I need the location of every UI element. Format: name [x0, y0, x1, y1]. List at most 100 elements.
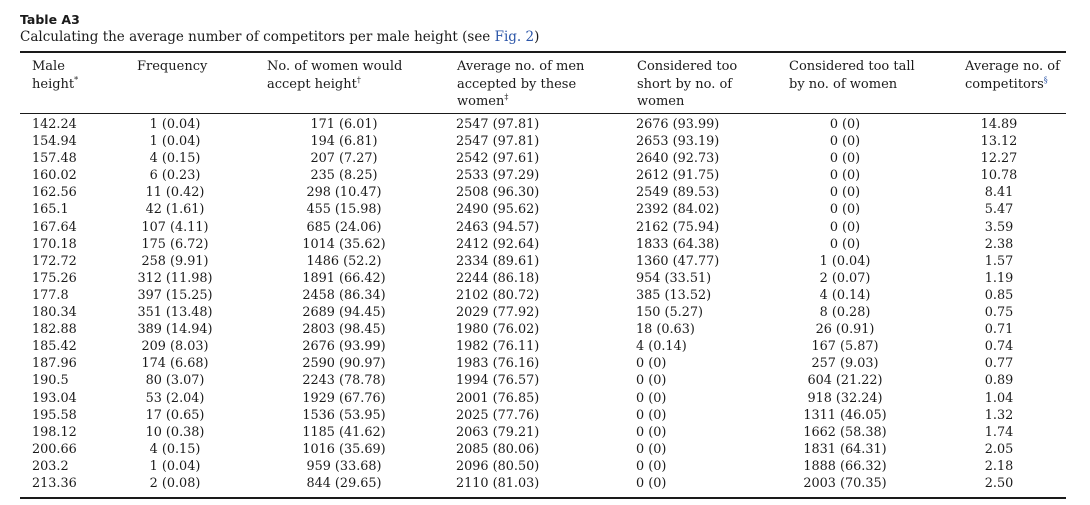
- table-cell: 1982 (76.11): [456, 339, 540, 355]
- table-cell: 107 (4.11): [141, 219, 209, 235]
- table-cell: 194 (6.81): [310, 134, 378, 150]
- table-label: Table A3: [20, 12, 80, 27]
- table-cell: 397 (15.25): [137, 287, 213, 303]
- table-cell: 170.18: [32, 236, 77, 252]
- table-cell: 2508 (96.30): [456, 185, 540, 201]
- table-cell: 42 (1.61): [145, 202, 205, 218]
- table-cell: 2102 (80.72): [456, 287, 540, 303]
- header-male-height: Male height*: [32, 59, 79, 92]
- table-cell: 177.8: [32, 287, 69, 303]
- table-row: 157.48 4 (0.15) 207 (7.27) 2542 (97.61) 2640…: [20, 150, 1066, 167]
- table-cell: 4 (0.14): [636, 339, 687, 355]
- figure-link[interactable]: Fig. 2: [494, 29, 535, 45]
- table-cell: 0 (0): [829, 219, 861, 235]
- table-cell: 2640 (92.73): [636, 151, 720, 167]
- table-cell: 203.2: [32, 458, 69, 474]
- table-cell: 3.59: [984, 219, 1014, 235]
- table-cell: 1891 (66.42): [302, 270, 386, 286]
- table-cell: 1833 (64.38): [636, 236, 720, 252]
- table-cell: 1311 (46.05): [803, 407, 887, 423]
- top-rule: [20, 51, 1066, 53]
- table-cell: 8 (0.28): [819, 305, 871, 321]
- table-cell: 167.64: [32, 219, 77, 235]
- table-cell: 0.75: [984, 305, 1014, 321]
- table-cell: 11 (0.42): [145, 185, 205, 201]
- table-cell: 2676 (93.99): [636, 117, 720, 132]
- table-cell: 4 (0.15): [149, 441, 201, 457]
- table-cell: 198.12: [32, 424, 77, 440]
- table-cell: 2.38: [984, 236, 1014, 252]
- table-cell: 258 (9.91): [141, 253, 209, 269]
- table-cell: 195.58: [32, 407, 77, 423]
- table-cell: 2392 (84.02): [636, 202, 720, 218]
- table-cell: 1.04: [984, 390, 1014, 406]
- table-cell: 0.85: [984, 287, 1014, 303]
- table-row: 198.12 10 (0.38) 1185 (41.62) 2063 (79.21) 0…: [20, 424, 1066, 441]
- header-avg-men-accepted: Average no. of men accepted by these wom…: [457, 59, 585, 109]
- table-cell: 4 (0.15): [149, 151, 201, 167]
- table-cell: 53 (2.04): [145, 390, 205, 406]
- table-cell: 2334 (89.61): [456, 253, 540, 269]
- table-row: 162.56 11 (0.42) 298 (10.47) 2508 (96.30) 25…: [20, 184, 1066, 201]
- table-cell: 0 (0): [636, 424, 667, 440]
- table-cell: 10.78: [980, 168, 1018, 184]
- table-cell: 12.27: [980, 151, 1018, 167]
- table-cell: 167 (5.87): [811, 339, 879, 355]
- table-cell: 2803 (98.45): [302, 322, 386, 338]
- table-cell: 2029 (77.92): [456, 305, 540, 321]
- table-cell: 162.56: [32, 185, 77, 201]
- table-row: 190.5 80 (3.07) 2243 (78.78) 1994 (76.57) 0 …: [20, 372, 1066, 389]
- table-cell: 1980 (76.02): [456, 322, 540, 338]
- table-cell: 1983 (76.16): [456, 356, 540, 372]
- table-cell: 200.66: [32, 441, 77, 457]
- table-cell: 1486 (52.2): [306, 253, 382, 269]
- table-row: 180.34 351 (13.48) 2689 (94.45) 2029 (77.92…: [20, 304, 1066, 321]
- table-cell: 1 (0.04): [149, 134, 201, 150]
- table-row: 175.26 312 (11.98) 1891 (66.42) 2244 (86.18…: [20, 270, 1066, 287]
- table-cell: 2.18: [984, 458, 1014, 474]
- table-cell: 2533 (97.29): [456, 168, 540, 184]
- table-cell: 2 (0.08): [149, 475, 201, 491]
- table-cell: 2162 (75.94): [636, 219, 720, 235]
- table-cell: 1014 (35.62): [302, 236, 386, 252]
- table-cell: 2.50: [984, 475, 1014, 491]
- table-cell: 685 (24.06): [306, 219, 382, 235]
- table-cell: 2063 (79.21): [456, 424, 540, 440]
- table-cell: 1 (0.04): [819, 253, 871, 269]
- table-row: 177.8 397 (15.25) 2458 (86.34) 2102 (80.72)…: [20, 287, 1066, 304]
- table-row: 154.94 1 (0.04) 194 (6.81) 2547 (97.81) 2653…: [20, 133, 1066, 150]
- table-cell: 0 (0): [829, 168, 861, 184]
- table-cell: 844 (29.65): [306, 475, 382, 491]
- table-cell: 954 (33.51): [636, 270, 712, 286]
- bottom-rule: [20, 497, 1066, 499]
- table-row: 167.64 107 (4.11) 685 (24.06) 2463 (94.57) 2…: [20, 219, 1066, 236]
- table-row: 185.42 209 (8.03) 2676 (93.99) 1982 (76.11)…: [20, 338, 1066, 355]
- table-cell: 2590 (90.97): [302, 356, 386, 372]
- table-row: 182.88 389 (14.94) 2803 (98.45) 1980 (76.02…: [20, 321, 1066, 338]
- table-row: 187.96 174 (6.68) 2590 (90.97) 1983 (76.16)…: [20, 355, 1066, 372]
- table-cell: 0.77: [984, 356, 1014, 372]
- table-cell: 2547 (97.81): [456, 117, 540, 132]
- table-row: 213.36 2 (0.08) 844 (29.65) 2110 (81.03) 0 (…: [20, 475, 1066, 492]
- table-cell: 0 (0): [636, 458, 667, 474]
- table-cell: 385 (13.52): [636, 287, 712, 303]
- table-cell: 2689 (94.45): [302, 305, 386, 321]
- table-cell: 1929 (67.76): [302, 390, 386, 406]
- table-cell: 0 (0): [829, 151, 861, 167]
- table-cell: 2653 (93.19): [636, 134, 720, 150]
- table-body: 142.24 1 (0.04) 171 (6.01) 2547 (97.81) 2676…: [20, 116, 1066, 492]
- header-rule: [20, 113, 1066, 114]
- table-cell: 142.24: [32, 117, 77, 132]
- table-cell: 0 (0): [829, 117, 861, 132]
- table-cell: 1.19: [984, 270, 1014, 286]
- table-cell: 2.05: [984, 441, 1014, 457]
- table-cell: 2110 (81.03): [456, 475, 540, 491]
- table-row: 142.24 1 (0.04) 171 (6.01) 2547 (97.81) 2676…: [20, 116, 1066, 133]
- table-cell: 182.88: [32, 322, 77, 338]
- table-cell: 2458 (86.34): [302, 287, 386, 303]
- table-cell: 1662 (58.38): [803, 424, 887, 440]
- table-cell: 0 (0): [636, 475, 667, 491]
- table-cell: 18 (0.63): [636, 322, 695, 338]
- table-cell: 2085 (80.06): [456, 441, 540, 457]
